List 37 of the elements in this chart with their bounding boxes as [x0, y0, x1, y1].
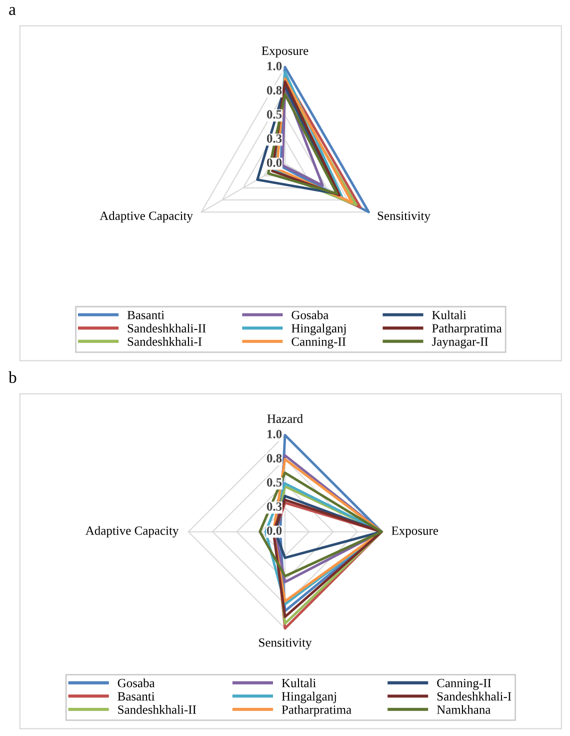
legend-label: Sandeshkhali-I [437, 692, 512, 701]
y-tick-label: 0.8 [266, 454, 282, 462]
legend-label: Canning-II [292, 337, 346, 348]
chart-title: a [9, 7, 16, 16]
spoke-label: Exposure [262, 46, 308, 58]
y-tick-label: 0.5 [266, 110, 282, 119]
y-tick-label: 1.0 [267, 430, 282, 438]
spoke-label: Adaptive Capacity [85, 526, 179, 538]
y-tick-label: 0.3 [266, 134, 282, 143]
spoke-label: Hazard [267, 414, 303, 423]
legend-label: Patharpratima [282, 705, 352, 716]
spoke-label: Exposure [392, 526, 438, 538]
legend-label: Basanti [127, 310, 164, 320]
spoke-label: Sensitivity [259, 638, 312, 650]
legend-label: Gosaba [118, 678, 155, 688]
legend-label: Hingalganj [292, 324, 346, 336]
legend-label: Namkhana [436, 705, 491, 714]
legend-label: Sandeshkhali-II [118, 705, 196, 714]
legend-label: Kultali [282, 678, 316, 688]
y-tick-label: 1.0 [267, 62, 282, 70]
legend-label: Hingalganj [282, 692, 336, 704]
spoke-label: Adaptive Capacity [100, 211, 193, 223]
y-tick-label: 0.5 [266, 478, 282, 487]
legend-label: Kultali [432, 310, 466, 320]
spoke-label: Sensitivity [378, 212, 430, 223]
chart-title: b [8, 371, 16, 384]
legend-label: Jaynagar-II [432, 338, 488, 348]
y-tick-label: 0.0 [266, 526, 282, 535]
legend-label: Basanti [118, 692, 155, 701]
legend-label: Sandeshkhali-II [128, 324, 206, 333]
legend-label: Canning-II [437, 678, 491, 690]
legend-label: Gosaba [292, 310, 329, 320]
y-tick-label: 0.3 [266, 502, 282, 511]
legend-label: Patharpratima [432, 324, 502, 336]
y-tick-label: 0.8 [266, 86, 282, 94]
legend-label: Sandeshkhali-I [128, 337, 202, 346]
y-tick-label: 0.0 [266, 158, 282, 167]
